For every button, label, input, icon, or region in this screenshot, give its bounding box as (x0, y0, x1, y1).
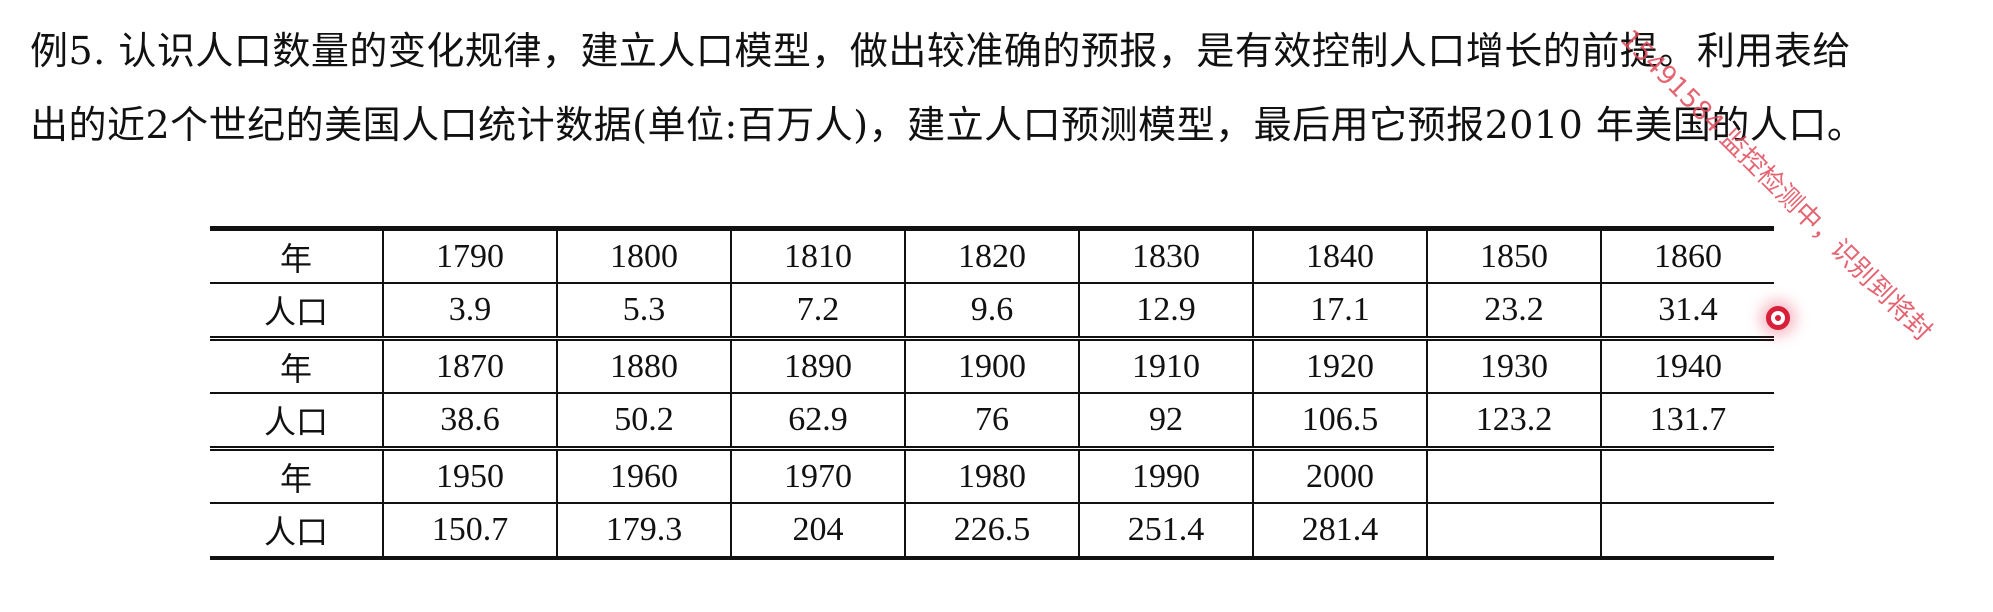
population-cell: 281.4 (1252, 503, 1427, 560)
population-cell: 131.7 (1600, 393, 1774, 450)
year-cell: 1980 (904, 446, 1079, 504)
problem-statement: 例5. 认识人口数量的变化规律，建立人口模型，做出较准确的预报，是有效控制人口增… (30, 14, 1970, 162)
year-cell: 1830 (1078, 226, 1253, 284)
population-cell: 251.4 (1078, 503, 1253, 560)
problem-line-1: 例5. 认识人口数量的变化规律，建立人口模型，做出较准确的预报，是有效控制人口增… (30, 29, 1851, 73)
table-row-population: 人口 3.9 5.3 7.2 9.6 12.9 17.1 23.2 31.4 (210, 283, 1774, 340)
problem-line-2: 出的近2个世纪的美国人口统计数据(单位:百万人)，建立人口预测模型，最后用它预报… (30, 103, 1866, 147)
year-cell: 1930 (1426, 336, 1601, 394)
population-cell: 31.4 (1600, 283, 1774, 340)
year-cell: 1910 (1078, 336, 1253, 394)
table-block-2: 年 1870 1880 1890 1900 1910 1920 1930 194… (210, 336, 1774, 450)
year-cell (1600, 446, 1774, 504)
population-cell: 5.3 (556, 283, 731, 340)
year-cell: 1820 (904, 226, 1079, 284)
year-cell: 1790 (382, 226, 557, 284)
population-cell: 17.1 (1252, 283, 1427, 340)
year-row-label: 年 (210, 446, 383, 504)
year-row-label: 年 (210, 336, 383, 394)
year-cell: 1950 (382, 446, 557, 504)
year-cell: 1880 (556, 336, 731, 394)
table-row-population: 人口 150.7 179.3 204 226.5 251.4 281.4 (210, 503, 1774, 560)
population-cell: 62.9 (730, 393, 905, 450)
table-block-1: 年 1790 1800 1810 1820 1830 1840 1850 186… (210, 226, 1774, 340)
population-cell: 23.2 (1426, 283, 1601, 340)
population-cell: 204 (730, 503, 905, 560)
population-cell: 92 (1078, 393, 1253, 450)
population-cell: 3.9 (382, 283, 557, 340)
year-cell: 1920 (1252, 336, 1427, 394)
population-cell: 50.2 (556, 393, 731, 450)
year-cell: 1960 (556, 446, 731, 504)
population-cell: 179.3 (556, 503, 731, 560)
table-block-3: 年 1950 1960 1970 1980 1990 2000 人口 150.7… (210, 446, 1774, 560)
population-cell: 9.6 (904, 283, 1079, 340)
year-cell: 1890 (730, 336, 905, 394)
pointer-cursor-icon (1766, 306, 1790, 330)
population-cell (1600, 503, 1774, 560)
year-cell: 1940 (1600, 336, 1774, 394)
table-row-years: 年 1870 1880 1890 1900 1910 1920 1930 194… (210, 336, 1774, 394)
population-cell: 76 (904, 393, 1079, 450)
population-table-container: 年 1790 1800 1810 1820 1830 1840 1850 186… (210, 226, 1774, 560)
population-cell: 12.9 (1078, 283, 1253, 340)
year-cell: 2000 (1252, 446, 1427, 504)
population-cell: 106.5 (1252, 393, 1427, 450)
table-row-population: 人口 38.6 50.2 62.9 76 92 106.5 123.2 131.… (210, 393, 1774, 450)
population-cell: 7.2 (730, 283, 905, 340)
year-row-label: 年 (210, 226, 383, 284)
population-cell: 226.5 (904, 503, 1079, 560)
population-row-label: 人口 (210, 503, 383, 560)
year-cell: 1970 (730, 446, 905, 504)
population-cell (1426, 503, 1601, 560)
population-cell: 150.7 (382, 503, 557, 560)
year-cell: 1900 (904, 336, 1079, 394)
population-cell: 123.2 (1426, 393, 1601, 450)
year-cell: 1860 (1600, 226, 1774, 284)
year-cell: 1850 (1426, 226, 1601, 284)
population-cell: 38.6 (382, 393, 557, 450)
year-cell: 1810 (730, 226, 905, 284)
us-population-table: 年 1790 1800 1810 1820 1830 1840 1850 186… (210, 226, 1774, 560)
population-row-label: 人口 (210, 283, 383, 340)
table-row-years: 年 1790 1800 1810 1820 1830 1840 1850 186… (210, 226, 1774, 284)
year-cell: 1870 (382, 336, 557, 394)
year-cell: 1840 (1252, 226, 1427, 284)
year-cell: 1990 (1078, 446, 1253, 504)
year-cell (1426, 446, 1601, 504)
table-row-years: 年 1950 1960 1970 1980 1990 2000 (210, 446, 1774, 504)
year-cell: 1800 (556, 226, 731, 284)
population-row-label: 人口 (210, 393, 383, 450)
